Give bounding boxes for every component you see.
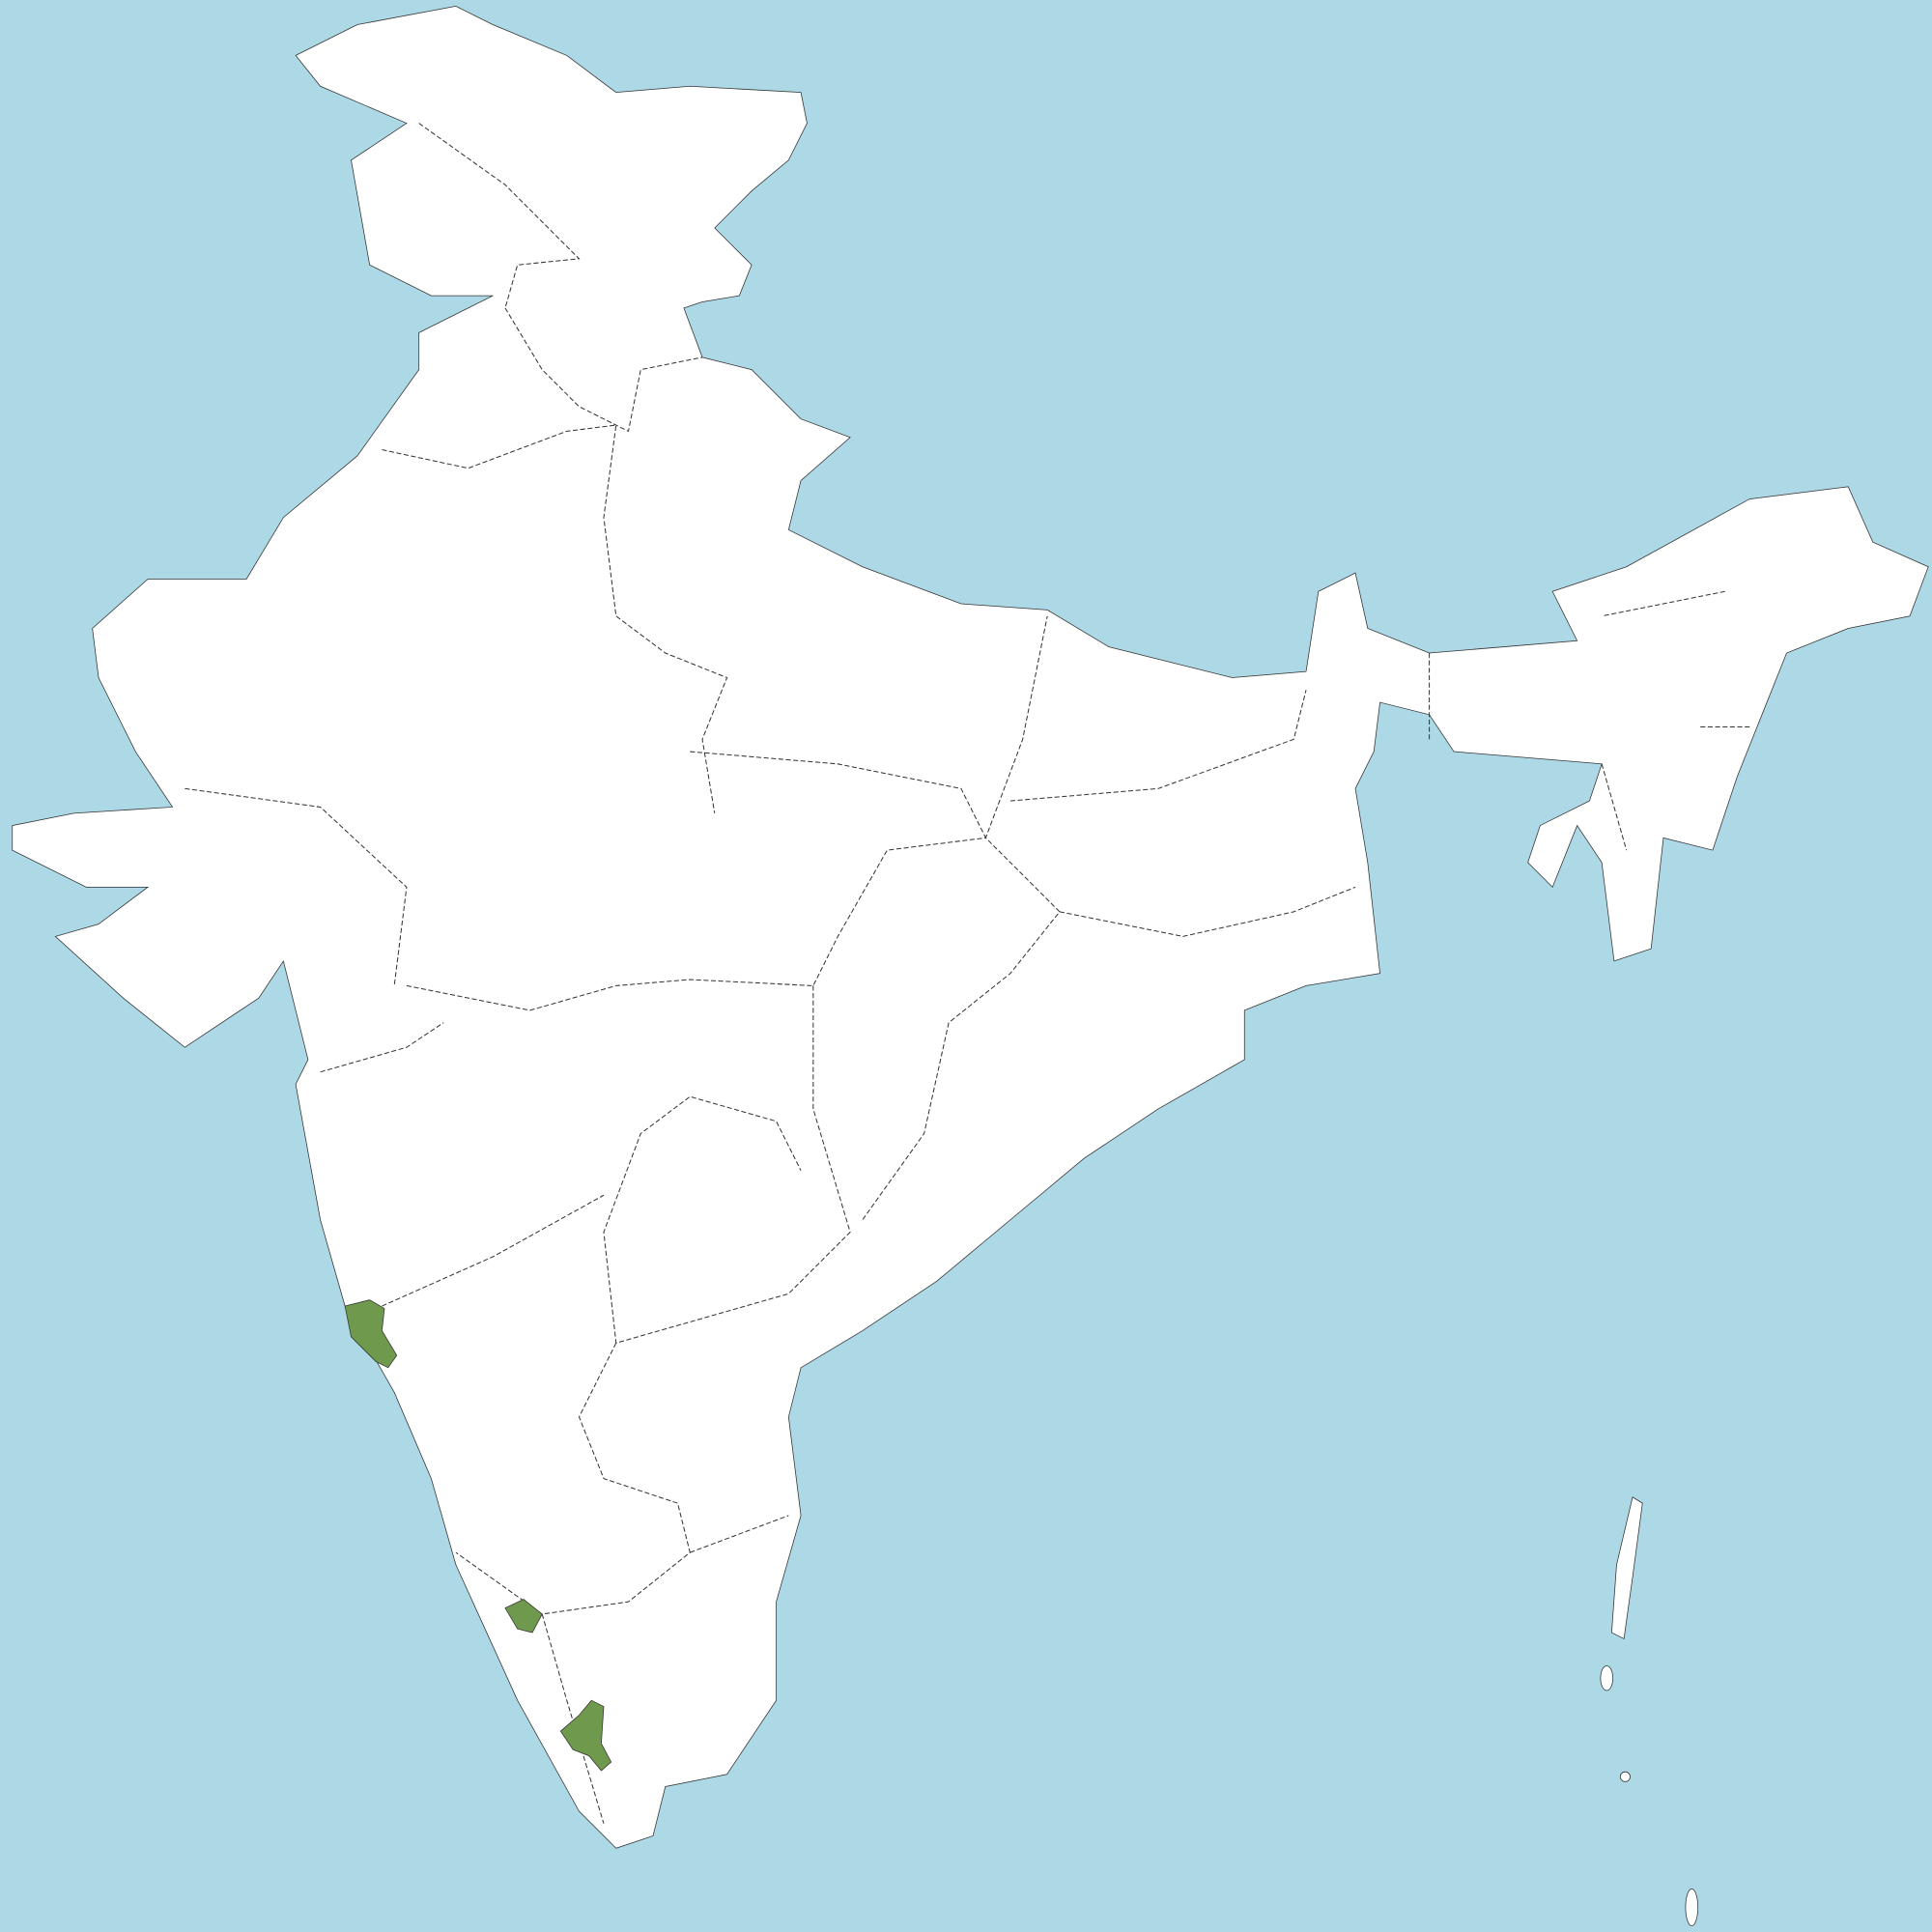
india-landmass[interactable] bbox=[12, 5, 1929, 1849]
state-borders bbox=[185, 123, 1750, 1824]
highlighted-region[interactable] bbox=[504, 1599, 543, 1634]
highlighted-regions bbox=[344, 1299, 612, 1772]
highlighted-region[interactable] bbox=[344, 1299, 398, 1369]
highlighted-region[interactable] bbox=[559, 1699, 612, 1772]
andaman-nicobar-islands bbox=[1600, 1496, 1699, 1927]
